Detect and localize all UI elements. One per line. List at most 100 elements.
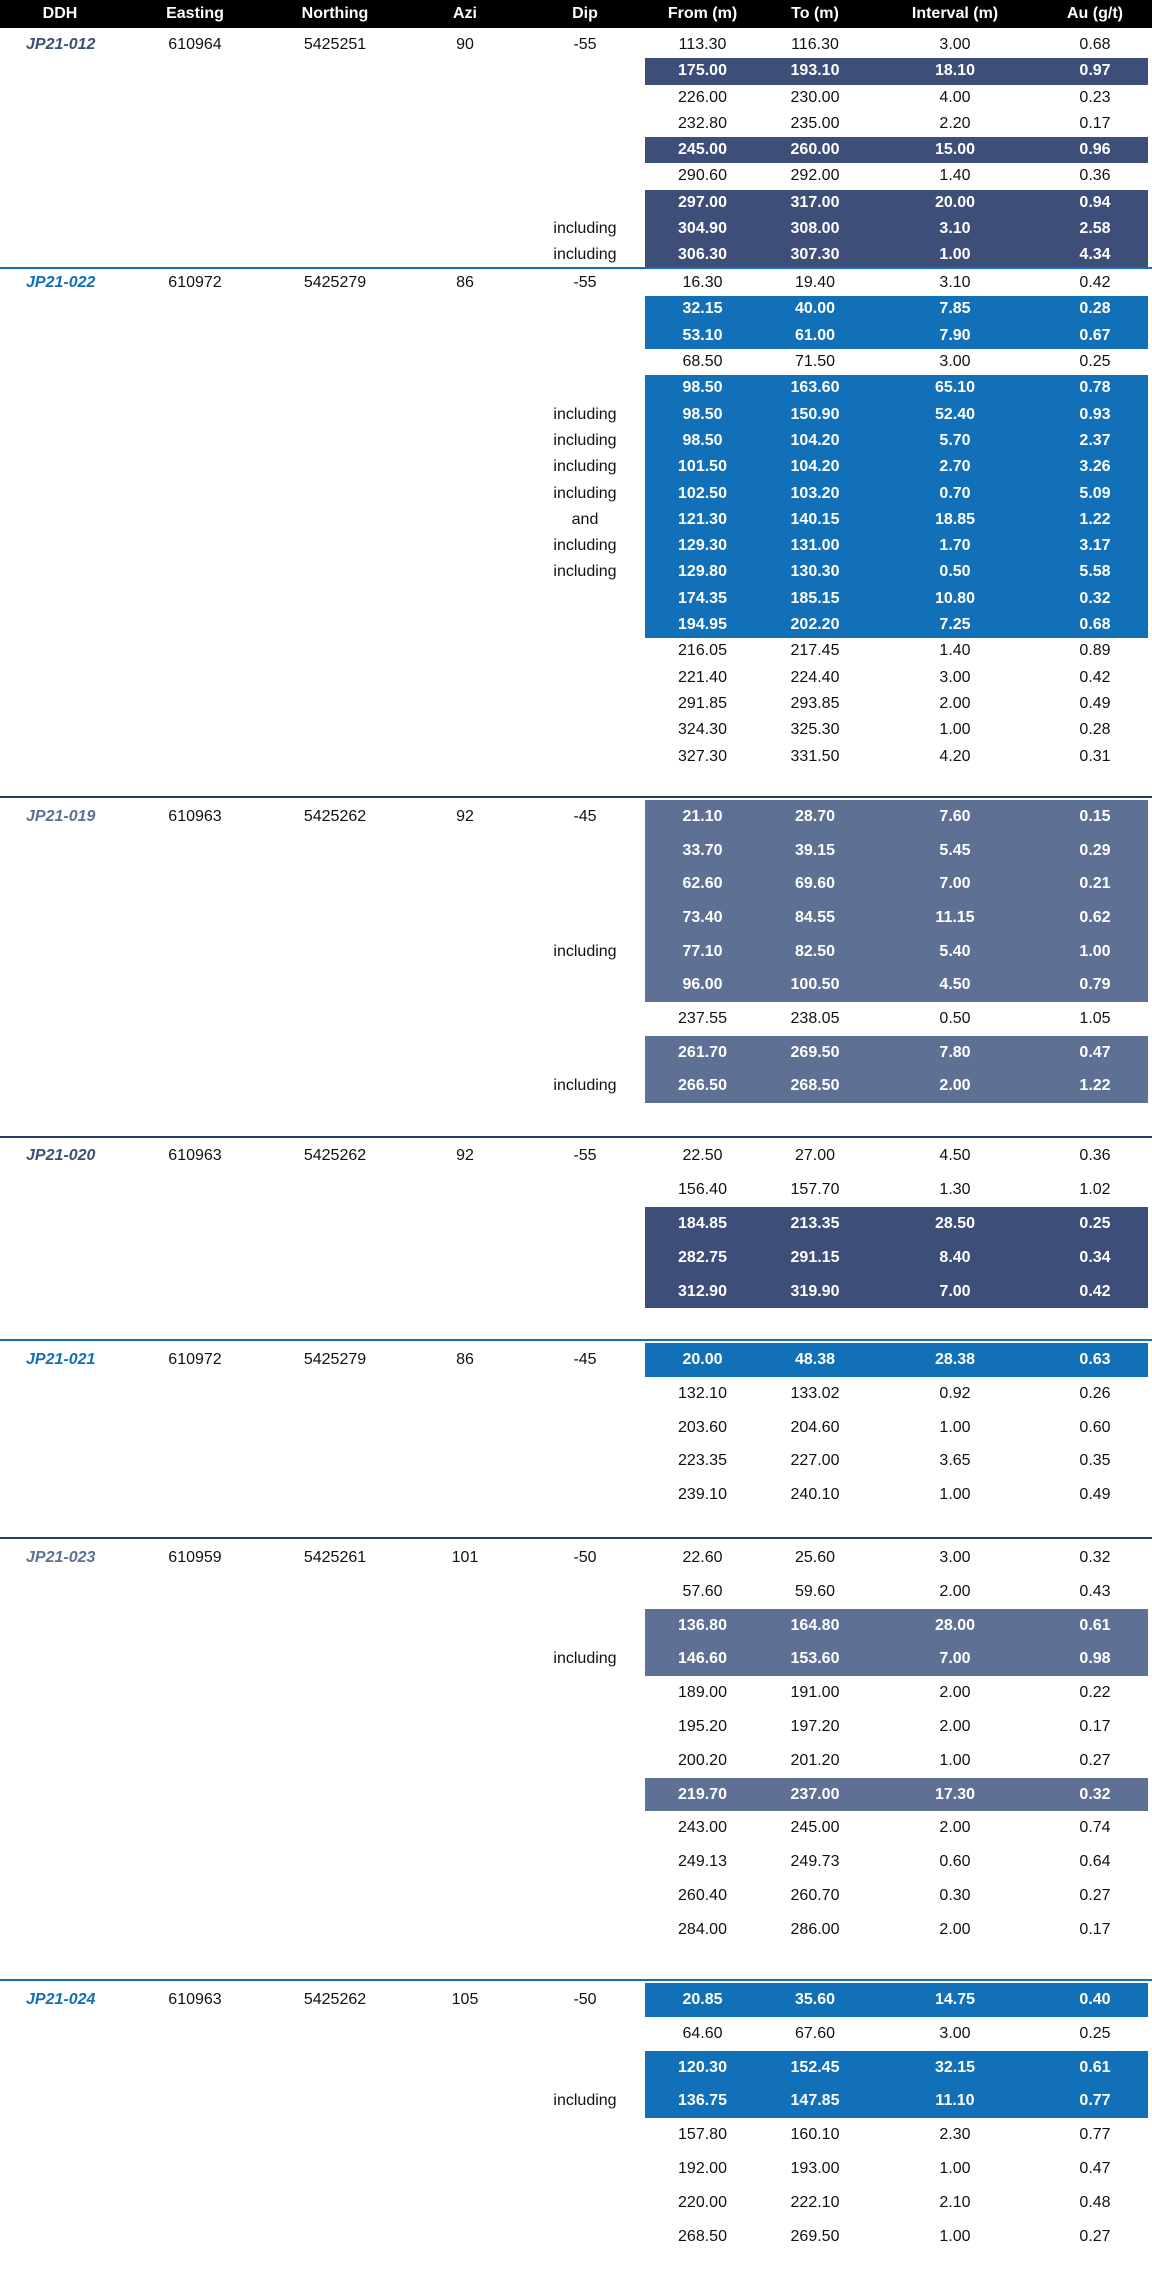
hole-easting: 610963 <box>168 1146 222 1164</box>
value-au: 0.15 <box>1079 807 1111 825</box>
value-from: 22.60 <box>682 1548 723 1566</box>
value-from: 194.95 <box>678 616 727 634</box>
value-to: 100.50 <box>790 976 840 994</box>
table-row: including 146.60 153.60 7.00 0.98 <box>0 1646 1152 1672</box>
interval-qualifier: including <box>553 405 617 423</box>
header-azi: Azi <box>453 5 477 22</box>
value-from: 260.40 <box>678 1886 727 1904</box>
hole-separator-line <box>0 1339 1152 1341</box>
value-to: 130.30 <box>790 563 840 581</box>
value-from: 306.30 <box>678 246 727 264</box>
value-au: 5.09 <box>1079 484 1111 502</box>
value-from: 32.15 <box>682 300 723 318</box>
hole-easting: 610959 <box>168 1548 222 1566</box>
value-au: 0.48 <box>1079 2193 1111 2211</box>
value-au: 0.74 <box>1079 1819 1111 1837</box>
header-easting: Easting <box>166 5 224 22</box>
value-interval: 2.20 <box>939 114 971 132</box>
value-interval: 7.85 <box>939 300 971 318</box>
value-au: 0.31 <box>1079 747 1111 765</box>
value-interval: 2.00 <box>939 1684 971 1702</box>
value-au: 0.43 <box>1079 1582 1111 1600</box>
value-interval: 2.30 <box>939 2126 971 2144</box>
value-interval: 7.00 <box>939 1650 971 1668</box>
interval-qualifier: including <box>553 431 617 449</box>
value-from: 192.00 <box>678 2159 727 2177</box>
table-row: 200.20 201.20 1.00 0.27 <box>0 1748 1152 1774</box>
table-row: including 306.30 307.30 1.00 4.34 <box>0 242 1152 268</box>
table-row: 120.30 152.45 32.15 0.61 <box>0 2055 1152 2081</box>
table-row: 64.60 67.60 3.00 0.25 <box>0 2021 1152 2047</box>
value-au: 1.22 <box>1079 510 1111 528</box>
value-au: 0.89 <box>1079 642 1111 660</box>
hole-id: JP21-024 <box>26 1990 96 2008</box>
table-row: 156.40 157.70 1.30 1.02 <box>0 1177 1152 1203</box>
table-row: 32.15 40.00 7.85 0.28 <box>0 296 1152 322</box>
value-from: 327.30 <box>678 747 727 765</box>
table-row: 62.60 69.60 7.00 0.21 <box>0 871 1152 897</box>
value-interval: 1.40 <box>939 167 971 185</box>
value-interval: 0.70 <box>939 484 971 502</box>
table-row: 73.40 84.55 11.15 0.62 <box>0 905 1152 931</box>
value-from: 146.60 <box>678 1650 727 1668</box>
value-to: 235.00 <box>790 114 840 132</box>
value-au: 1.05 <box>1079 1010 1111 1028</box>
header-dip: Dip <box>572 5 598 22</box>
value-from: 291.85 <box>678 694 727 712</box>
table-row: JP21-021 610972 5425279 86 -45 20.00 48.38 28.3… <box>0 1347 1152 1373</box>
hole-northing: 5425262 <box>303 1990 367 2008</box>
interval-qualifier: including <box>553 563 617 581</box>
table-row: 220.00 222.10 2.10 0.48 <box>0 2190 1152 2216</box>
value-to: 157.70 <box>790 1180 840 1198</box>
table-row: including 101.50 104.20 2.70 3.26 <box>0 454 1152 480</box>
highlight-band <box>645 1343 1148 1377</box>
value-au: 0.29 <box>1079 841 1111 859</box>
value-interval: 3.00 <box>939 668 971 686</box>
table-row: including 304.90 308.00 3.10 2.58 <box>0 216 1152 242</box>
value-to: 59.60 <box>794 1582 836 1600</box>
value-au: 0.17 <box>1079 1920 1111 1938</box>
value-interval: 10.80 <box>934 589 976 607</box>
value-from: 62.60 <box>682 875 723 893</box>
value-to: 249.73 <box>790 1853 840 1871</box>
value-to: 103.20 <box>790 484 840 502</box>
value-to: 293.85 <box>790 694 840 712</box>
value-interval: 4.00 <box>939 88 971 106</box>
value-from: 156.40 <box>678 1180 727 1198</box>
table-row: 249.13 249.73 0.60 0.64 <box>0 1849 1152 1875</box>
value-au: 0.42 <box>1079 1282 1111 1300</box>
value-to: 104.20 <box>790 458 840 476</box>
value-from: 282.75 <box>678 1248 727 1266</box>
value-interval: 7.00 <box>939 1282 971 1300</box>
hole-azi: 90 <box>456 36 474 54</box>
value-interval: 8.40 <box>939 1248 971 1266</box>
table-row: including 98.50 150.90 52.40 0.93 <box>0 402 1152 428</box>
value-from: 220.00 <box>678 2193 727 2211</box>
value-interval: 2.00 <box>939 1819 971 1837</box>
value-interval: 17.30 <box>934 1785 976 1803</box>
value-interval: 52.40 <box>934 405 976 423</box>
value-au: 3.17 <box>1079 537 1111 555</box>
value-from: 132.10 <box>678 1384 727 1402</box>
table-row: 96.00 100.50 4.50 0.79 <box>0 972 1152 998</box>
value-from: 221.40 <box>678 668 727 686</box>
table-row: JP21-023 610959 5425261 101 -50 22.60 25.60 3.0… <box>0 1545 1152 1571</box>
table-row: 297.00 317.00 20.00 0.94 <box>0 190 1152 216</box>
table-row: 232.80 235.00 2.20 0.17 <box>0 111 1152 137</box>
table-row: including 136.75 147.85 11.10 0.77 <box>0 2088 1152 2114</box>
table-row: 192.00 193.00 1.00 0.47 <box>0 2156 1152 2182</box>
highlight-band <box>645 2050 1148 2119</box>
value-interval: 65.10 <box>934 379 976 397</box>
table-row: 174.35 185.15 10.80 0.32 <box>0 586 1152 612</box>
value-from: 22.50 <box>682 1146 723 1164</box>
value-from: 203.60 <box>678 1418 727 1436</box>
value-au: 0.17 <box>1079 1717 1111 1735</box>
value-from: 324.30 <box>678 721 727 739</box>
value-au: 0.27 <box>1079 1886 1111 1904</box>
value-au: 0.25 <box>1079 353 1111 371</box>
value-interval: 1.00 <box>939 1751 971 1769</box>
header-northing: Northing <box>301 5 369 22</box>
value-to: 71.50 <box>794 353 836 371</box>
value-from: 219.70 <box>678 1785 727 1803</box>
